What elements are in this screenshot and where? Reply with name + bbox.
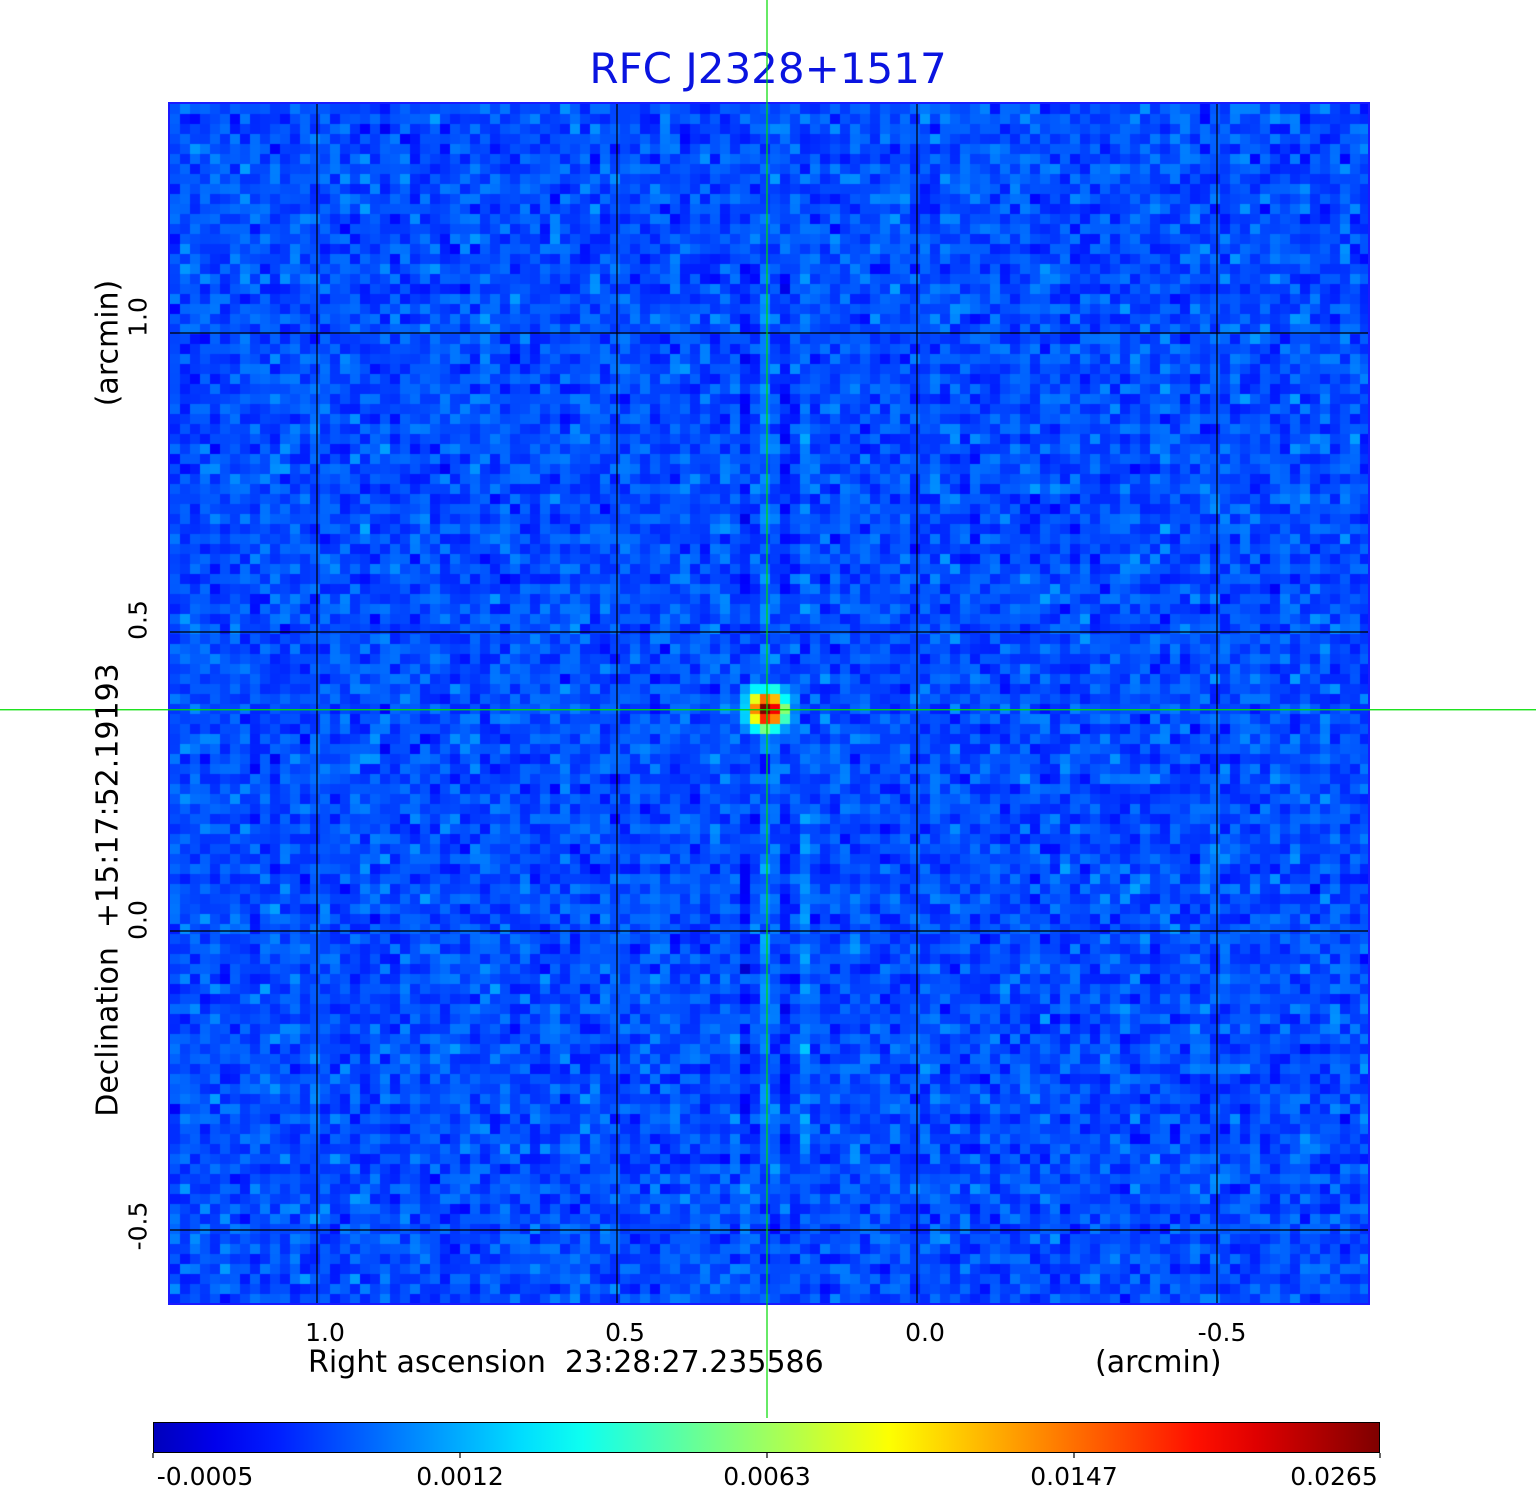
y-axis-unit: (arcmin) [90, 279, 126, 407]
heatmap-image [170, 104, 1368, 1303]
colorbar-tick-label: -0.0005 [156, 1462, 254, 1491]
plot-frame [168, 102, 1370, 1305]
colorbar [153, 1422, 1380, 1453]
colorbar-tick-label: 0.0147 [1030, 1462, 1118, 1491]
colorbar-tick-label: 0.0063 [723, 1462, 811, 1491]
y-axis-label: Declination +15:17:52.19193 [90, 663, 126, 1117]
x-axis-unit: (arcmin) [1095, 1345, 1222, 1380]
y-tick-label: 0.5 [123, 600, 153, 640]
y-tick-label: -0.5 [123, 1201, 153, 1251]
x-tick-label: 1.0 [305, 1318, 345, 1347]
chart-title: RFC J2328+1517 [589, 44, 947, 93]
y-tick-label: 0.0 [123, 900, 153, 940]
colorbar-tick-label: 0.0012 [416, 1462, 504, 1491]
x-tick-label: -0.5 [1197, 1318, 1247, 1347]
x-tick-label: 0.5 [605, 1318, 645, 1347]
x-tick-label: 0.0 [905, 1318, 945, 1347]
colorbar-tick-label: 0.0265 [1290, 1462, 1378, 1491]
y-tick-label: 1.0 [123, 297, 153, 337]
x-axis-label: Right ascension 23:28:27.235586 [308, 1345, 824, 1380]
